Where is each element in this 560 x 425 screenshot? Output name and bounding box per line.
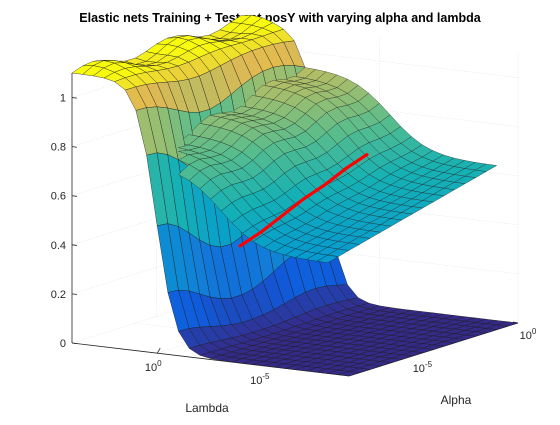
x-axis-label: Lambda bbox=[185, 401, 229, 415]
lambda-tick-mark bbox=[156, 347, 161, 354]
test-surface-facet bbox=[316, 254, 339, 263]
z-tick-mark bbox=[71, 97, 78, 99]
alpha-tick-label: 100 bbox=[520, 327, 537, 342]
optimum-point bbox=[281, 214, 284, 217]
optimum-point bbox=[302, 197, 305, 201]
z-tick-label: 0 bbox=[60, 338, 66, 350]
z-tick-label: 0.6 bbox=[51, 191, 66, 203]
alpha-tick-label: 10-5 bbox=[413, 360, 433, 375]
optimum-point bbox=[365, 153, 369, 156]
lambda-tick-label: 100 bbox=[145, 359, 162, 374]
label-layer: Lambda Alpha bbox=[185, 393, 471, 415]
z-tick-mark bbox=[71, 244, 78, 246]
z-tick-mark bbox=[71, 146, 78, 148]
chart-title: Elastic nets Training + Test set posY wi… bbox=[79, 11, 481, 25]
z-tick-label: 0.8 bbox=[51, 142, 66, 154]
lambda-tick-label: 10-5 bbox=[250, 372, 270, 387]
y-axis-label: Alpha bbox=[441, 393, 472, 407]
z-tick-label: 0.4 bbox=[51, 240, 66, 252]
z-tick-mark bbox=[71, 293, 78, 295]
optimum-point bbox=[323, 183, 326, 187]
z-tick-mark bbox=[71, 342, 78, 344]
optimum-point bbox=[238, 244, 242, 248]
optimum-point bbox=[260, 230, 263, 234]
z-tick-mark bbox=[71, 195, 78, 197]
training-surface-facet bbox=[338, 371, 360, 377]
optimum-point bbox=[344, 167, 347, 170]
z-tick-label: 0.2 bbox=[51, 289, 66, 301]
z-tick-label: 1 bbox=[60, 93, 66, 105]
surface-layer bbox=[71, 14, 519, 377]
